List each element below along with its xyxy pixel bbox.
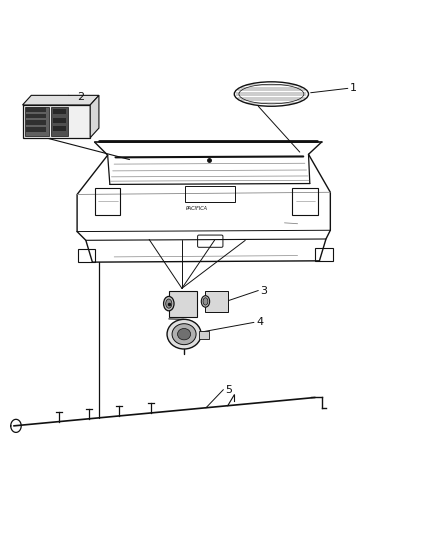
Bar	[26, 127, 46, 132]
Text: 1: 1	[350, 83, 357, 93]
Polygon shape	[22, 95, 99, 105]
Polygon shape	[205, 291, 228, 312]
Bar	[22, 105, 90, 138]
Ellipse shape	[163, 296, 174, 311]
Text: 3: 3	[261, 286, 268, 295]
Bar	[53, 117, 66, 123]
Bar	[78, 249, 95, 262]
Bar	[185, 185, 235, 203]
Ellipse shape	[201, 296, 210, 307]
Bar	[53, 109, 66, 114]
Bar	[292, 188, 318, 215]
Bar	[51, 107, 68, 135]
Ellipse shape	[203, 298, 208, 305]
Ellipse shape	[177, 328, 191, 340]
Ellipse shape	[172, 324, 196, 345]
Text: 4: 4	[256, 317, 263, 327]
Ellipse shape	[183, 296, 194, 311]
Bar	[95, 188, 120, 215]
Bar	[26, 120, 46, 125]
Ellipse shape	[167, 319, 201, 349]
Text: 5: 5	[226, 385, 233, 394]
Bar	[26, 107, 46, 112]
Bar	[53, 126, 66, 131]
Text: PACIFICA: PACIFICA	[186, 206, 208, 211]
Ellipse shape	[166, 299, 172, 308]
Bar	[26, 114, 46, 118]
Polygon shape	[90, 95, 99, 138]
Ellipse shape	[217, 296, 226, 307]
Bar	[199, 330, 209, 338]
Bar	[315, 248, 332, 261]
Text: 2: 2	[77, 92, 84, 102]
Polygon shape	[169, 290, 197, 317]
Bar	[25, 107, 49, 135]
